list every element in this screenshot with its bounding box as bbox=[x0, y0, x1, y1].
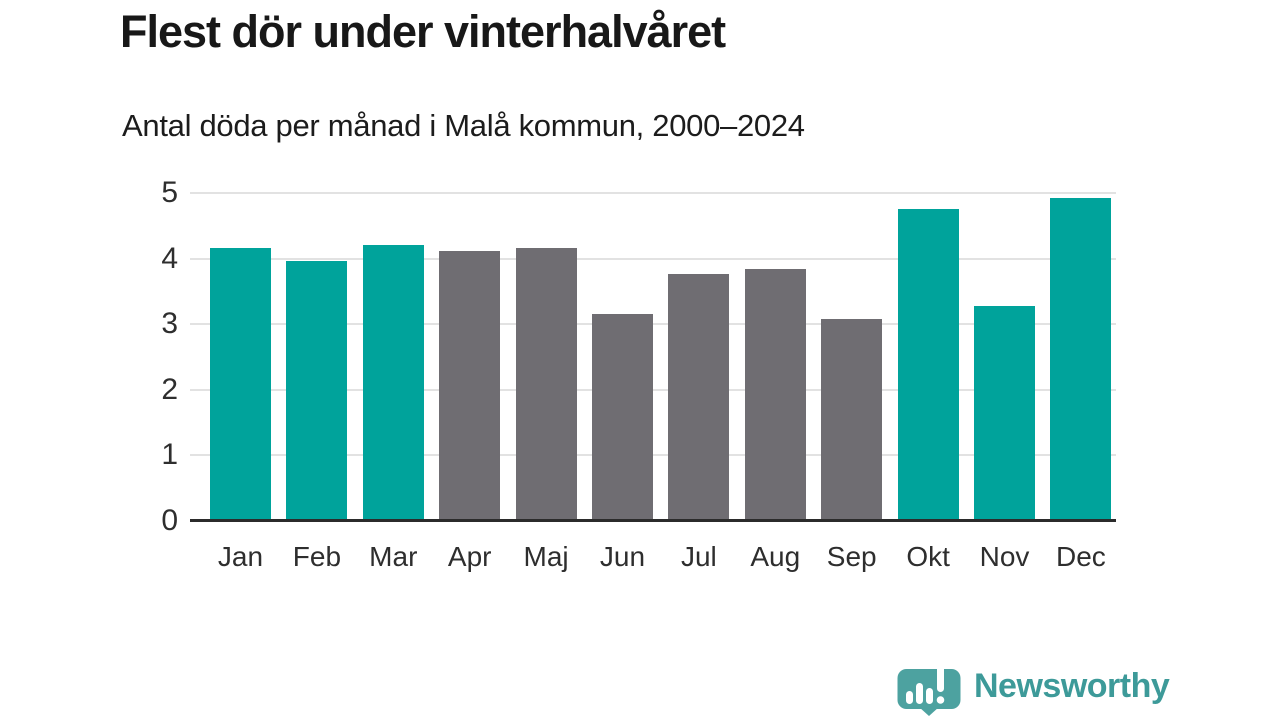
xtick-label-maj: Maj bbox=[523, 541, 569, 572]
xtick-label-jun: Jun bbox=[599, 541, 646, 572]
gridline-y-2 bbox=[190, 388, 1116, 391]
gridline-y-4 bbox=[190, 257, 1116, 260]
bar-feb bbox=[286, 261, 348, 521]
gridline-y-5 bbox=[190, 192, 1116, 194]
xtick-label-sep: Sep bbox=[826, 541, 877, 572]
bar-jul bbox=[668, 274, 730, 521]
x-axis-baseline bbox=[190, 519, 1116, 522]
newsworthy-speech-bubble-chart-icon bbox=[897, 664, 963, 716]
chart-title: Flest dör under vinterhalvåret bbox=[120, 6, 726, 57]
bar-mar bbox=[362, 245, 424, 521]
xtick-label-okt: Okt bbox=[906, 541, 950, 572]
bar-jun bbox=[592, 313, 653, 521]
xtick-label-aug: Aug bbox=[750, 541, 801, 572]
gridline-y-3 bbox=[190, 323, 1116, 325]
xtick-label-apr: Apr bbox=[447, 541, 492, 572]
ytick-label-3: 3 bbox=[161, 307, 178, 340]
bar-dec bbox=[1050, 198, 1112, 521]
bar-sep bbox=[821, 318, 883, 521]
ytick-label-1: 1 bbox=[161, 438, 178, 471]
bar-maj bbox=[515, 248, 577, 521]
bar-okt bbox=[897, 208, 959, 521]
xtick-label-jan: Jan bbox=[217, 541, 264, 572]
xtick-label-mar: Mar bbox=[369, 541, 418, 572]
ytick-label-5: 5 bbox=[161, 176, 178, 209]
xtick-label-jul: Jul bbox=[680, 541, 717, 572]
ytick-label-0: 0 bbox=[161, 503, 178, 537]
bar-jan bbox=[210, 248, 271, 521]
newsworthy-wordmark: Newsworthy bbox=[974, 667, 1170, 705]
chart-subtitle: Antal döda per månad i Malå kommun, 2000… bbox=[122, 108, 805, 143]
xtick-label-nov: Nov bbox=[979, 541, 1030, 572]
bar-nov bbox=[974, 305, 1035, 521]
bar-aug bbox=[744, 268, 806, 521]
newsworthy-logo: Newsworthy bbox=[897, 664, 1170, 716]
bar-apr bbox=[439, 250, 501, 521]
xtick-label-feb: Feb bbox=[292, 541, 342, 572]
ytick-label-4: 4 bbox=[161, 241, 178, 275]
gridline-y-1 bbox=[190, 454, 1116, 456]
ytick-label-2: 2 bbox=[161, 372, 178, 406]
xtick-label-dec: Dec bbox=[1055, 541, 1106, 572]
